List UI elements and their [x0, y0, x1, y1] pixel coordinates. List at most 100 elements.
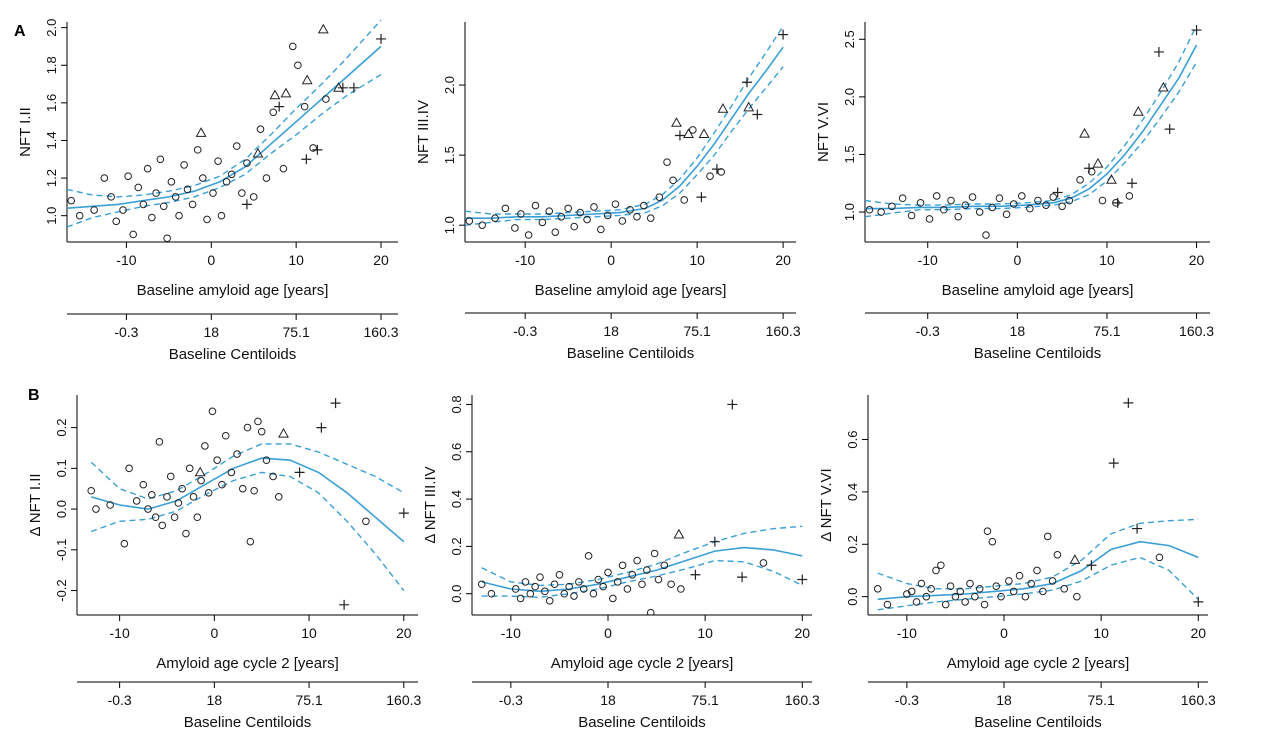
y-tick-label: 0.1 — [54, 459, 69, 477]
data-point-circle — [883, 600, 892, 609]
centiloid-axis-title: Baseline Centiloids — [184, 714, 312, 729]
data-point-circle — [947, 196, 955, 205]
x-axis-title: Amyloid age cycle 2 [years] — [551, 655, 734, 672]
data-point-plus — [778, 29, 789, 40]
data-point-circle — [243, 423, 252, 432]
data-point-circle — [576, 208, 585, 217]
data-point-circle — [193, 513, 202, 522]
centiloid-tick-label: 75.1 — [684, 323, 711, 339]
ci-lower-line — [465, 66, 784, 226]
x-axis-title: Amyloid age cycle 2 [years] — [156, 655, 339, 672]
x-axis-title: Amyloid age cycle 2 [years] — [947, 655, 1130, 672]
data-point-circle — [988, 203, 997, 212]
data-point-triangle — [252, 147, 264, 158]
data-point-circle — [1033, 566, 1041, 575]
x-tick-label: 10 — [1099, 252, 1115, 268]
data-point-triangle — [1132, 106, 1144, 116]
y-tick-label: 0.4 — [845, 483, 860, 501]
x-tick-label: 10 — [301, 625, 317, 641]
data-point-circle — [975, 208, 984, 216]
data-point-circle — [980, 600, 989, 609]
data-point-circle — [185, 464, 194, 473]
data-point-triangle — [317, 23, 329, 34]
data-point-plus — [709, 536, 720, 547]
centiloid-tick-label: 18 — [996, 692, 1012, 708]
data-point-circle — [1076, 176, 1084, 184]
data-point-circle — [309, 144, 317, 152]
data-point-triangle — [194, 466, 206, 477]
data-point-circle — [107, 193, 115, 201]
data-point-circle — [362, 517, 370, 526]
data-point-circle — [1018, 192, 1026, 200]
centiloid-tick-label: 160.3 — [386, 692, 421, 708]
data-point-circle — [997, 592, 1005, 601]
x-tick-label: 0 — [1000, 625, 1008, 641]
x-tick-label: -10 — [501, 625, 521, 641]
chart-panel-6: 0.0 0.2 0.4 0.6 -10 0 10 20 Amyloid age cycle 2 … — [818, 395, 1216, 729]
centiloid-tick-label: 75.1 — [295, 692, 322, 708]
centiloid-tick-label: 160.3 — [785, 692, 820, 708]
chart-panel-3: 1.0 1.5 2.0 2.5 -10 0 10 20 Baseline amyloid age… — [815, 22, 1214, 362]
data-point-circle — [667, 580, 675, 589]
data-point-circle — [646, 214, 655, 222]
data-point-circle — [129, 230, 137, 239]
data-point-circle — [907, 211, 916, 220]
centiloid-tick-label: -0.3 — [513, 323, 537, 339]
data-point-circle — [579, 585, 588, 593]
data-point-plus — [727, 399, 738, 410]
chart-panel-4: -0.2 -0.1 0.0 0.1 0.2 -10 0 10 20 Amyloid age cyc… — [27, 395, 422, 729]
centiloid-tick-label: -0.3 — [114, 324, 138, 340]
y-tick-label: 0.6 — [449, 443, 464, 461]
centiloid-axis-title: Baseline Centiloids — [974, 714, 1102, 729]
data-point-circle — [916, 199, 925, 207]
data-point-triangle — [1069, 554, 1081, 564]
data-point-circle — [551, 228, 560, 236]
data-point-triangle — [698, 128, 710, 139]
data-point-plus — [1127, 178, 1138, 189]
data-point-circle — [188, 200, 197, 209]
data-point-circle — [961, 598, 969, 606]
y-tick-label: 1.0 — [442, 216, 457, 234]
y-tick-label: 0.2 — [449, 537, 464, 555]
data-point-circle — [917, 579, 926, 588]
data-point-circle — [100, 174, 109, 182]
y-tick-label: 0.2 — [54, 419, 69, 437]
fit-line — [877, 540, 1199, 601]
data-point-circle — [937, 561, 945, 570]
data-point-circle — [257, 427, 266, 436]
data-point-circle — [1125, 192, 1134, 200]
centiloid-tick-label: 160.3 — [364, 324, 399, 340]
data-point-circle — [623, 585, 632, 593]
data-point-circle — [628, 570, 637, 579]
data-point-circle — [545, 597, 554, 605]
data-point-circle — [550, 580, 559, 589]
data-point-circle — [759, 559, 768, 567]
data-point-circle — [279, 164, 288, 173]
fit-line — [481, 546, 803, 593]
data-point-triangle — [278, 427, 289, 438]
data-point-circle — [288, 42, 297, 51]
data-point-plus — [1153, 46, 1164, 57]
data-point-circle — [865, 205, 874, 214]
y-tick-label: 1.8 — [44, 56, 59, 74]
data-point-circle — [555, 570, 564, 579]
y-tick-label: 0.8 — [449, 395, 464, 413]
data-point-circle — [125, 464, 133, 473]
data-point-circle — [209, 189, 217, 197]
x-axis-title: Baseline amyloid age [years] — [942, 282, 1134, 299]
centiloid-tick-label: 18 — [203, 324, 219, 340]
data-point-triangle — [301, 74, 313, 85]
centiloid-tick-label: 160.3 — [766, 323, 801, 339]
data-point-circle — [966, 579, 974, 588]
data-point-circle — [90, 206, 98, 214]
ci-lower-line — [90, 471, 405, 592]
data-point-triangle — [1079, 127, 1091, 138]
data-point-circle — [238, 484, 247, 493]
data-point-plus — [674, 130, 685, 141]
data-point-circle — [198, 174, 207, 182]
data-point-circle — [1005, 577, 1013, 585]
centiloid-axis-title: Baseline Centiloids — [567, 345, 695, 362]
data-point-circle — [526, 589, 535, 598]
data-point-circle — [599, 582, 607, 591]
x-tick-label: 0 — [207, 252, 215, 268]
